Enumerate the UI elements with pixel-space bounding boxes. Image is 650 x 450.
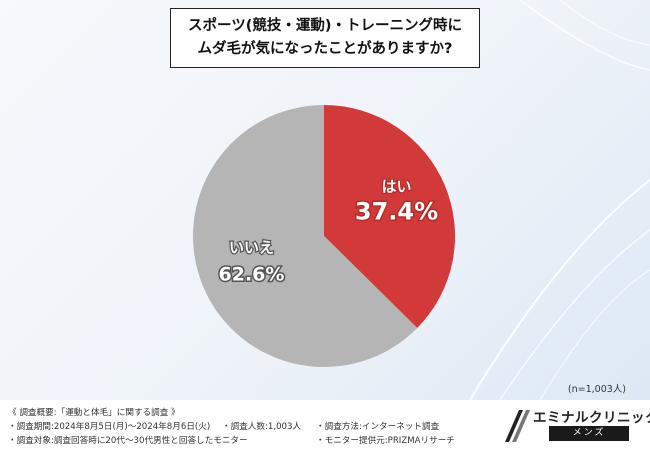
slice-label-no: いいえ [229, 238, 274, 256]
survey-count: ・調査人数:1,003人 [222, 422, 302, 432]
brand-logo: エミナルクリニック メンズ [503, 404, 650, 446]
slice-value-no: 62.6% [219, 263, 285, 285]
pie-slice-yes [324, 105, 455, 329]
sample-size-label: (n=1,003人) [567, 384, 626, 395]
pie-chart: はい 37.4% いいえ 62.6% [192, 105, 455, 368]
survey-target: ・調査対象:調査回答時に20代〜30代男性と回答したモニター [8, 436, 248, 446]
survey-heading: 《 調査概要:「運動と体毛」に関する調査 》 [8, 408, 180, 418]
brand-name: エミナルクリニック [533, 410, 650, 426]
footer: 《 調査概要:「運動と体毛」に関する調査 》 ・調査期間:2024年8月5日(月… [0, 400, 650, 450]
brand-subtitle: メンズ [549, 426, 629, 441]
background-decoration [0, 0, 650, 400]
slice-label-yes: はい [382, 178, 412, 196]
chart-title-line-2: ムダ毛が気になったことがありますか? [197, 41, 453, 57]
survey-period: ・調査期間:2024年8月5日(月)〜2024年8月6日(火) [8, 422, 211, 432]
survey-provider: ・モニター提供元:PRIZMAリサーチ [316, 436, 455, 446]
brand-mark-icon [505, 410, 530, 442]
survey-method: ・調査方法:インターネット調査 [316, 422, 440, 432]
slice-value-yes: 37.4% [355, 198, 438, 226]
chart-title: スポーツ(競技・運動)・トレーニング時に ムダ毛が気になったことがありますか? [170, 8, 480, 68]
chart-title-line-1: スポーツ(競技・運動)・トレーニング時に [188, 18, 462, 34]
pie-slice-no [192, 105, 418, 368]
